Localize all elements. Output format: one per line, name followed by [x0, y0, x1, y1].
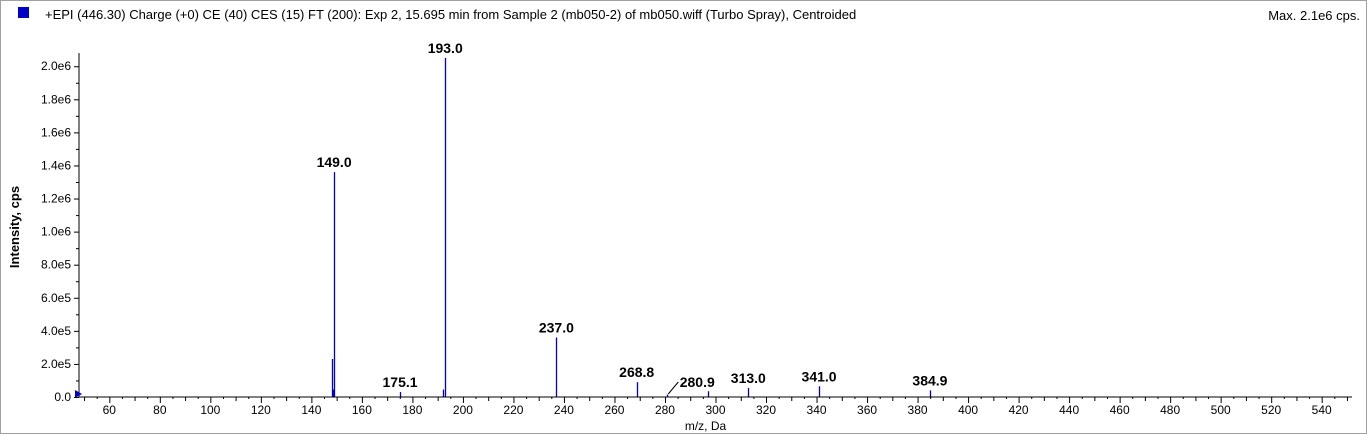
peak-label: 175.1: [383, 374, 418, 390]
x-tick-label: 60: [103, 403, 117, 417]
x-tick-label: 240: [554, 403, 574, 417]
y-axis-title: Intensity, cps: [7, 186, 22, 268]
peak-label: 237.0: [539, 319, 574, 335]
x-tick-label: 540: [1312, 403, 1332, 417]
x-axis-ticks: 60 80 100 120 140 160 180 200 220 240 260 280 300 320…: [84, 397, 1348, 417]
y-tick-label: 1.4e6: [41, 158, 71, 172]
peak-label: 384.9: [912, 372, 947, 388]
origin-marker-icon: [75, 390, 82, 398]
peak-label: 280.9: [680, 374, 715, 390]
x-tick-label: 480: [1160, 403, 1180, 417]
x-tick-label: 180: [402, 403, 422, 417]
y-tick-label: 1.2e6: [41, 192, 71, 206]
peak-label: 268.8: [619, 364, 654, 380]
y-tick-label: 8.0e5: [41, 258, 71, 272]
y-tick-label: 1.8e6: [41, 92, 71, 106]
y-axis-ticks: 0.0 2.0e5 4.0e5 6.0e5 8.0e5 1.0e6 1.2e6 1.4e6 1.…: [41, 59, 79, 404]
y-tick-label: 1.0e6: [41, 225, 71, 239]
x-tick-label: 220: [503, 403, 523, 417]
x-tick-label: 140: [301, 403, 321, 417]
peak-labels-layer: 149.0 175.1 193.0 237.0 268.8 280.9 313.0 341.0…: [317, 40, 948, 395]
x-tick-label: 100: [200, 403, 220, 417]
x-axis-title: m/z, Da: [685, 419, 727, 433]
x-tick-label: 320: [756, 403, 776, 417]
peak-label: 149.0: [317, 154, 352, 170]
x-tick-label: 300: [705, 403, 725, 417]
x-tick-label: 440: [1059, 403, 1079, 417]
x-tick-label: 400: [958, 403, 978, 417]
peak-label: 341.0: [802, 368, 837, 384]
peak-label-leader: [667, 381, 679, 395]
x-tick-label: 460: [1110, 403, 1130, 417]
x-tick-label: 360: [857, 403, 877, 417]
x-tick-label: 160: [352, 403, 372, 417]
y-tick-label: 2.0e5: [41, 357, 71, 371]
x-tick-label: 520: [1261, 403, 1281, 417]
max-intensity-label: Max. 2.1e6 cps.: [1268, 8, 1360, 23]
x-tick-label: 500: [1211, 403, 1231, 417]
y-tick-label: 6.0e5: [41, 291, 71, 305]
peak-label: 313.0: [731, 370, 766, 386]
x-tick-label: 340: [807, 403, 827, 417]
x-tick-label: 280: [655, 403, 675, 417]
x-tick-label: 120: [251, 403, 271, 417]
peaks-layer: [331, 57, 932, 397]
x-tick-label: 380: [908, 403, 928, 417]
x-tick-label: 420: [1009, 403, 1029, 417]
spectrum-title: +EPI (446.30) Charge (+0) CE (40) CES (1…: [45, 7, 857, 22]
y-tick-label: 2.0e6: [41, 59, 71, 73]
y-tick-label: 0.0: [54, 390, 71, 404]
x-tick-label: 260: [604, 403, 624, 417]
y-tick-label: 4.0e5: [41, 324, 71, 338]
legend-swatch-icon: [18, 7, 29, 18]
y-tick-label: 1.6e6: [41, 125, 71, 139]
x-tick-label: 200: [453, 403, 473, 417]
x-tick-label: 80: [153, 403, 167, 417]
peak-label: 193.0: [428, 40, 463, 56]
